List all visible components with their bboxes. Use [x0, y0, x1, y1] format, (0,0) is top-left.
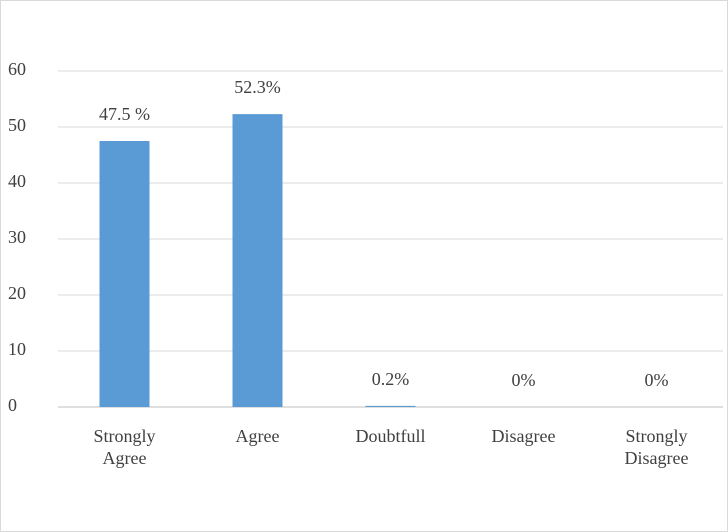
x-tick-label: Strongly Agree — [93, 426, 156, 468]
y-tick-label: 20 — [8, 283, 26, 303]
x-tick-label: Doubtfull — [355, 426, 426, 446]
data-label: 0% — [645, 370, 669, 390]
y-tick-label: 60 — [8, 59, 26, 79]
bar — [99, 141, 150, 407]
data-label: 0% — [512, 370, 536, 390]
y-tick-label: 50 — [8, 115, 26, 135]
y-tick-label: 40 — [8, 171, 26, 191]
y-tick-label: 0 — [8, 395, 17, 415]
x-tick-label: Disagree — [491, 426, 556, 446]
y-tick-label: 30 — [8, 227, 26, 247]
y-tick-label: 10 — [8, 339, 26, 359]
data-label: 47.5 % — [99, 104, 150, 124]
x-tick-label: Agree — [235, 426, 280, 446]
x-tick-label: Strongly Disagree — [624, 426, 689, 468]
bar — [232, 114, 283, 408]
data-label: 0.2% — [372, 369, 410, 389]
bar — [365, 405, 416, 407]
data-label: 52.3% — [234, 77, 281, 97]
